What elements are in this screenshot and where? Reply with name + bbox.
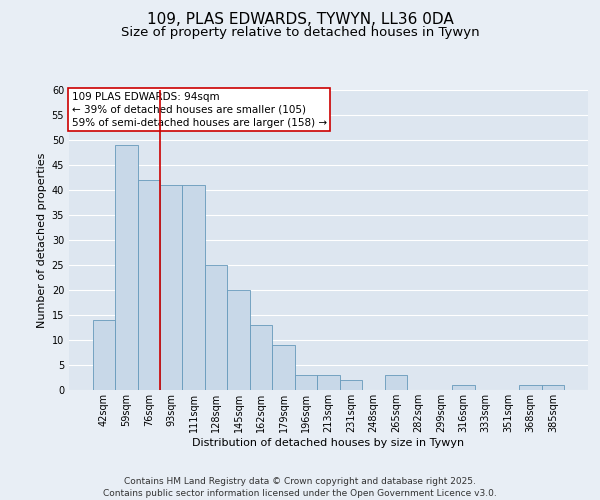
Bar: [250, 325, 272, 390]
Y-axis label: Number of detached properties: Number of detached properties: [37, 152, 47, 328]
Bar: [317, 375, 340, 390]
Bar: [182, 185, 205, 390]
Text: 109, PLAS EDWARDS, TYWYN, LL36 0DA: 109, PLAS EDWARDS, TYWYN, LL36 0DA: [146, 12, 454, 28]
Bar: [520, 385, 542, 390]
Text: Size of property relative to detached houses in Tywyn: Size of property relative to detached ho…: [121, 26, 479, 39]
Bar: [542, 385, 565, 390]
Bar: [205, 265, 227, 390]
Bar: [452, 385, 475, 390]
Bar: [272, 345, 295, 390]
Text: 109 PLAS EDWARDS: 94sqm
← 39% of detached houses are smaller (105)
59% of semi-d: 109 PLAS EDWARDS: 94sqm ← 39% of detache…: [71, 92, 327, 128]
Bar: [92, 320, 115, 390]
Text: Contains HM Land Registry data © Crown copyright and database right 2025.
Contai: Contains HM Land Registry data © Crown c…: [103, 476, 497, 498]
Bar: [227, 290, 250, 390]
Bar: [295, 375, 317, 390]
X-axis label: Distribution of detached houses by size in Tywyn: Distribution of detached houses by size …: [193, 438, 464, 448]
Bar: [160, 185, 182, 390]
Bar: [137, 180, 160, 390]
Bar: [385, 375, 407, 390]
Bar: [340, 380, 362, 390]
Bar: [115, 145, 137, 390]
